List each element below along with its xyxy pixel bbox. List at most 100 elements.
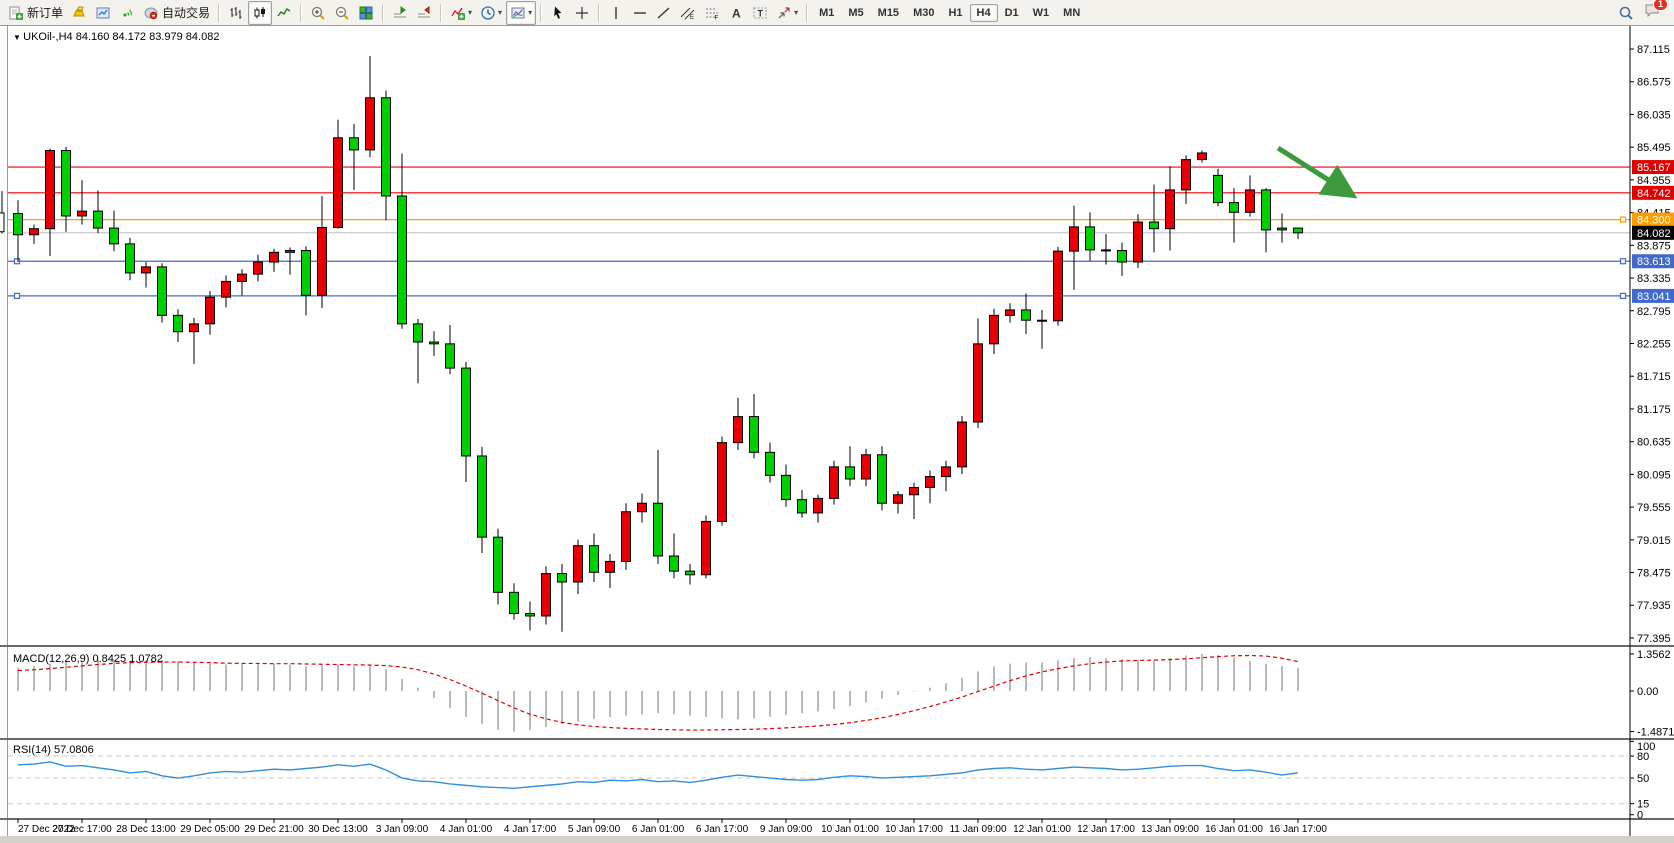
- time-tick: 27 Dec 2022: [18, 824, 75, 835]
- price-label-85.167: 85.167: [1637, 162, 1671, 174]
- macd-pane[interactable]: MACD(12,26,9) 0.8425 1.0782 1.3562 0.00 -1.…: [13, 649, 1674, 739]
- price-tick: 80.635: [1637, 437, 1671, 449]
- candle: [701, 520, 711, 576]
- time-tick: 16 Jan 17:00: [1269, 824, 1327, 835]
- price-tick: 86.575: [1637, 77, 1671, 89]
- shapes-icon: [778, 6, 790, 18]
- crosshair-button[interactable]: [570, 1, 594, 25]
- timeframe-M1-button[interactable]: M1: [819, 6, 835, 19]
- trendline-icon: [657, 6, 670, 19]
- candle: [941, 466, 951, 478]
- templates-button[interactable]: ▾: [506, 0, 537, 25]
- time-tick: 13 Jan 09:00: [1141, 824, 1199, 835]
- candle: [685, 570, 695, 576]
- candle: [1005, 309, 1015, 316]
- fibonacci-button[interactable]: F: [700, 1, 724, 25]
- bars-chart-button[interactable]: [224, 1, 248, 25]
- gold-button[interactable]: [67, 1, 91, 25]
- price-tick: 79.015: [1637, 535, 1671, 547]
- chart-autoscroll-button[interactable]: [412, 1, 436, 25]
- candle: [317, 226, 327, 296]
- time-tick: 27 Dec 17:00: [52, 824, 112, 835]
- indicators-button[interactable]: ▾: [446, 1, 476, 25]
- periods-dropdown-arrow[interactable]: ▾: [498, 8, 503, 17]
- new-order-icon: [9, 6, 23, 20]
- timeframe-H4-button[interactable]: H4: [969, 3, 998, 22]
- timeframe-M30-button[interactable]: M30: [913, 6, 935, 19]
- indicators-dropdown-arrow[interactable]: ▾: [468, 8, 473, 17]
- candle: [621, 511, 631, 562]
- macd-label: MACD(12,26,9) 0.8425 1.0782: [13, 653, 163, 665]
- level-handle-83.041[interactable]: [13, 292, 21, 300]
- candle: [877, 454, 887, 504]
- candle: [829, 466, 839, 499]
- timeframe-D1-button[interactable]: D1: [1004, 6, 1019, 19]
- candle: [413, 323, 423, 343]
- horizontal-line-button[interactable]: [628, 1, 652, 25]
- level-handle-83.613[interactable]: [1619, 258, 1627, 265]
- candle: [45, 150, 55, 230]
- arrows-dropdown-arrow[interactable]: ▾: [794, 8, 799, 17]
- line-chart-button[interactable]: [272, 1, 296, 25]
- market-window-icon: [96, 7, 110, 18]
- price-axis[interactable]: 87.11586.57586.03585.49584.95584.41583.8…: [1630, 44, 1674, 645]
- candle: [205, 296, 215, 325]
- zoom-out-button[interactable]: [330, 1, 354, 25]
- level-handle-84.300[interactable]: [1619, 216, 1627, 223]
- candles-chart-button[interactable]: [248, 0, 273, 25]
- zoom-in-button[interactable]: [306, 1, 330, 25]
- candle: [173, 314, 183, 333]
- time-tick: 6 Jan 17:00: [696, 824, 749, 835]
- text-label-button[interactable]: T: [748, 1, 772, 25]
- chart-window[interactable]: ▼ UKOil-,H4 84.160 84.172 83.979 84.082 8…: [0, 26, 1674, 843]
- candle: [653, 502, 663, 557]
- vertical-line-button[interactable]: [604, 1, 628, 25]
- timeframe-M5-button[interactable]: M5: [848, 6, 864, 19]
- sell-signal-arrow[interactable]: [1276, 145, 1358, 199]
- linechart-icon: [277, 7, 291, 16]
- templates-dropdown-arrow[interactable]: ▾: [528, 8, 533, 17]
- macd-tick: 1.3562: [1637, 649, 1671, 661]
- toolbar-separator: [540, 3, 543, 22]
- candle: [669, 555, 679, 572]
- time-tick: 10 Jan 17:00: [885, 824, 943, 835]
- toolbar-separator: [806, 3, 809, 22]
- candle: [557, 573, 567, 583]
- price-tick: 77.935: [1637, 600, 1671, 612]
- cursor-button[interactable]: [546, 1, 570, 25]
- market-window-button[interactable]: [91, 1, 115, 25]
- toolbar-separator: [598, 3, 601, 22]
- cursor-icon: [554, 6, 562, 19]
- level-handle-83.613[interactable]: [13, 258, 21, 265]
- periods-button[interactable]: ▾: [476, 1, 506, 25]
- timeframe-MN-button[interactable]: MN: [1063, 6, 1081, 19]
- equidistant-channel-button[interactable]: E: [676, 1, 700, 25]
- timeframe-M15-button[interactable]: M15: [877, 6, 900, 19]
- price-tick: 79.555: [1637, 502, 1671, 514]
- arrows-button[interactable]: ▾: [772, 1, 802, 25]
- text-button[interactable]: A: [724, 1, 748, 25]
- new-order-button[interactable]: 新订单: [4, 1, 67, 25]
- timeframe-W1-button[interactable]: W1: [1032, 6, 1050, 19]
- signal-button[interactable]: [115, 1, 139, 25]
- search-button[interactable]: [1614, 1, 1638, 25]
- notifications-button[interactable]: 1: [1644, 0, 1668, 23]
- chart-canvas[interactable]: ▼ UKOil-,H4 84.160 84.172 83.979 84.0828…: [0, 26, 1674, 843]
- auto-trading-button[interactable]: 自动交易: [139, 1, 214, 25]
- time-tick: 12 Jan 01:00: [1013, 824, 1071, 835]
- tile-icon: [359, 6, 373, 19]
- candle: [637, 502, 647, 513]
- new-order-label: 新订单: [27, 6, 64, 20]
- level-handle-83.041[interactable]: [1619, 292, 1627, 300]
- candle: [1277, 227, 1287, 231]
- tile-windows-button[interactable]: [354, 1, 378, 25]
- timeframe-H1-button[interactable]: H1: [948, 6, 963, 19]
- price-label-box: [1632, 212, 1674, 227]
- chart-shift-button[interactable]: [388, 1, 412, 25]
- candle: [845, 466, 855, 480]
- price-tick: 82.795: [1637, 306, 1671, 318]
- trendline-button[interactable]: [652, 1, 676, 25]
- price-label-box: [1632, 254, 1674, 269]
